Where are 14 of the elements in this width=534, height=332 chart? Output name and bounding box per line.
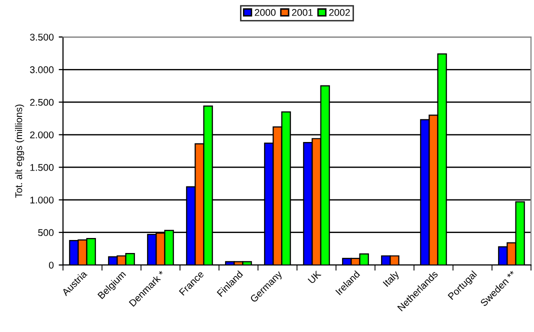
y-tick-label: 500	[38, 229, 54, 236]
y-tick-label: 0	[48, 262, 54, 269]
y-tick-label: 2.000	[30, 131, 54, 138]
y-axis-title: Tot. alt eggs (millions)	[15, 104, 24, 198]
y-tick-label: 1.500	[30, 164, 54, 171]
y-tick-label: 2.500	[30, 98, 54, 106]
legend-label: 2001	[292, 9, 313, 16]
x-tick-label: UK	[308, 270, 322, 284]
legend-label: 2000	[254, 9, 276, 16]
y-tick-label: 1.000	[30, 196, 54, 204]
y-tick-label: 3.000	[30, 66, 54, 74]
y-tick-label: 3.500	[30, 34, 54, 41]
x-tick-label: Italy	[382, 270, 401, 288]
legend-label: 2002	[329, 9, 350, 16]
